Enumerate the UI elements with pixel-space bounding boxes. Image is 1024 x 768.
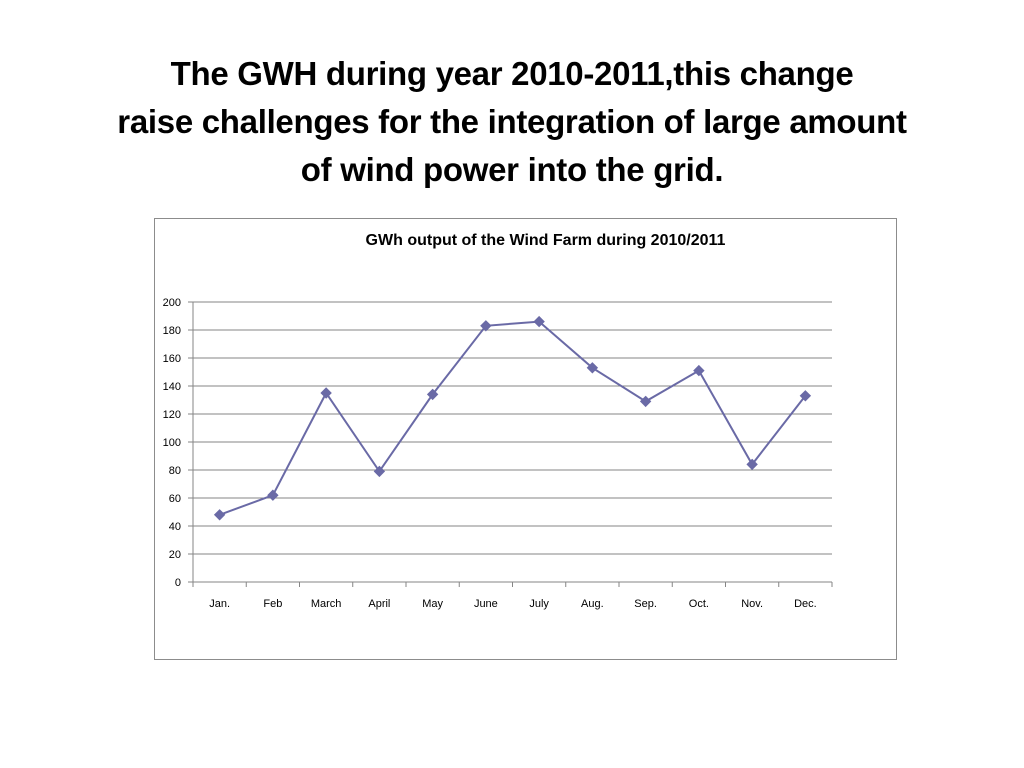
y-tick-label: 80 <box>169 465 181 477</box>
y-tick-label: 60 <box>169 493 181 505</box>
data-point-marker <box>320 387 332 399</box>
x-tick-label: Oct. <box>689 598 709 610</box>
x-tick-label: April <box>368 598 390 610</box>
y-tick-label: 160 <box>163 353 181 365</box>
data-point-marker <box>373 465 386 478</box>
data-point-marker <box>213 509 226 521</box>
data-point-marker <box>799 390 812 402</box>
line-chart: 0 20 40 60 80 100 120 140 160 180 200 Jan. Feb March A… <box>163 297 833 610</box>
x-tick-label: March <box>311 598 342 610</box>
chart-title: GWh output of the Wind Farm during 2010/… <box>365 232 726 249</box>
y-tick-label: 180 <box>163 325 181 337</box>
data-point-marker <box>586 362 599 374</box>
data-point-marker <box>426 388 439 401</box>
data-point-marker <box>533 315 545 328</box>
x-tick-label: Feb <box>263 598 282 610</box>
series-line <box>219 320 807 516</box>
x-tick-label: Aug. <box>581 598 604 610</box>
y-tick-label: 120 <box>163 409 181 421</box>
y-tick-label: 40 <box>169 521 181 533</box>
data-point-marker <box>480 320 492 332</box>
y-tick-label: 140 <box>163 381 181 393</box>
y-tick-label: 20 <box>169 549 181 561</box>
slide-title: The GWH during year 2010-2011,this chang… <box>20 50 1004 194</box>
data-point-marker <box>639 395 652 408</box>
y-tick-label: 200 <box>163 297 181 309</box>
y-tick-label: 100 <box>163 437 181 449</box>
y-tick-label: 0 <box>175 577 181 589</box>
slide-title-line-2: raise challenges for the integration of … <box>117 103 907 140</box>
x-tick-label: May <box>422 598 443 610</box>
x-tick-label: Nov. <box>741 598 763 610</box>
x-tick-label: Dec. <box>794 598 817 610</box>
chart-frame: GWh output of the Wind Farm during 2010/… <box>154 218 897 660</box>
data-point-marker <box>267 489 279 501</box>
data-point-marker <box>746 458 758 471</box>
slide-title-line-3: of wind power into the grid. <box>300 151 724 188</box>
data-point-marker <box>693 364 705 377</box>
x-tick-label: Jan. <box>209 598 230 610</box>
x-tick-label: Sep. <box>634 598 657 610</box>
x-tick-label: June <box>474 598 498 610</box>
x-tick-label: July <box>529 598 549 610</box>
slide-title-line-1: The GWH during year 2010-2011,this chang… <box>170 55 854 92</box>
